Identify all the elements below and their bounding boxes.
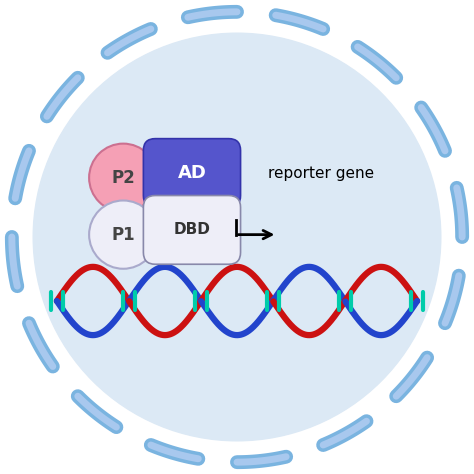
FancyBboxPatch shape <box>143 195 241 264</box>
Text: DBD: DBD <box>173 222 210 237</box>
Text: P2: P2 <box>111 169 135 187</box>
Circle shape <box>89 144 157 212</box>
Text: AD: AD <box>178 164 206 182</box>
Text: P1: P1 <box>111 226 135 244</box>
Circle shape <box>33 33 441 441</box>
Text: reporter gene: reporter gene <box>268 165 374 181</box>
FancyBboxPatch shape <box>143 138 241 208</box>
Circle shape <box>89 201 157 269</box>
